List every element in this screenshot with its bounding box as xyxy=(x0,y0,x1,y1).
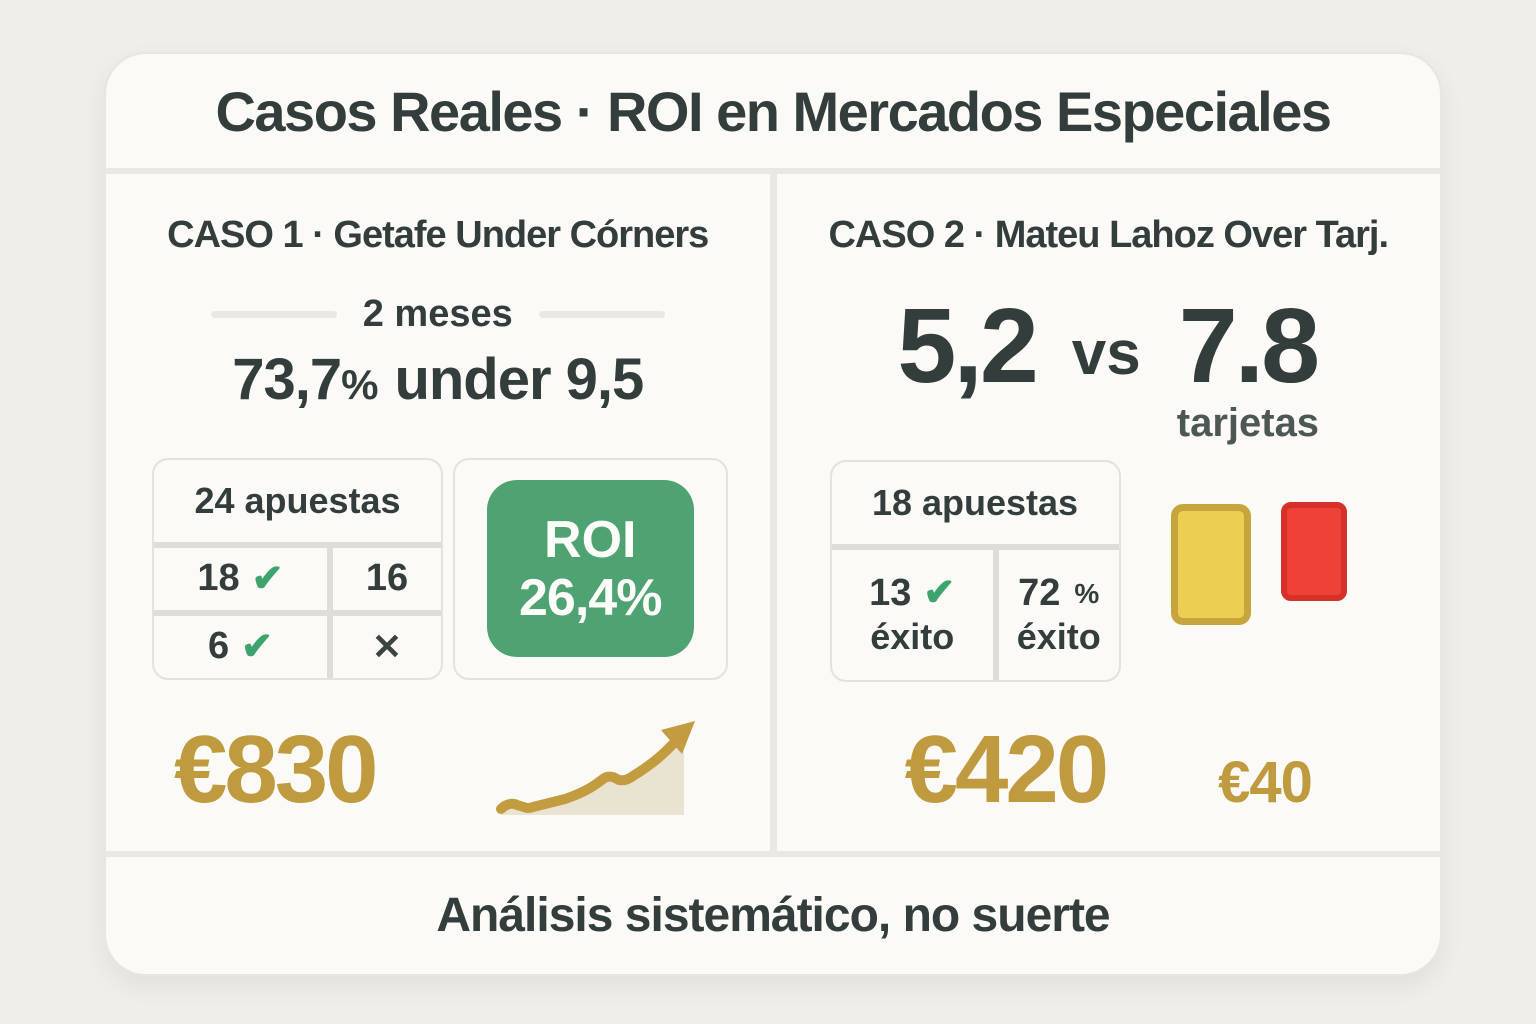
vertical-divider xyxy=(769,174,777,851)
roi-value: 26,4% xyxy=(519,568,662,627)
case1-money-row: €830 xyxy=(174,718,706,823)
case2-panel: CASO 2 · Mateu Lahoz Over Tarj. 5,2 vs 7… xyxy=(777,174,1441,851)
case1-wins-value: 18 xyxy=(197,557,240,600)
title-bar: Casos Reales · ROI en Mercados Especiale… xyxy=(106,54,1440,174)
case2-value-left: 5,2 xyxy=(897,287,1038,405)
case2-right-wrap: 7.8 tarjetas xyxy=(1176,287,1320,446)
case1-stat-rest: under 9,5 xyxy=(394,347,644,412)
case2-wins-value: 13 xyxy=(869,572,912,615)
check-icon: ✔ xyxy=(251,558,284,601)
case2-value-right: 7.8 xyxy=(1178,287,1320,405)
case1-stat: 73,7% under 9,5 xyxy=(106,348,770,412)
case2-profit-secondary: €40 xyxy=(1218,750,1313,815)
case1-cross-cell: ✕ xyxy=(332,615,441,678)
case2-money-row: €420 €40 xyxy=(777,722,1441,818)
case2-rate-label: éxito xyxy=(1016,616,1101,658)
case1-losses-value: 16 xyxy=(365,557,409,600)
case2-rate-percent: % xyxy=(1074,578,1100,610)
case2-rate-line: 72 % xyxy=(1018,572,1099,616)
case2-comparison: 5,2 vs 7.8 tarjetas xyxy=(777,293,1441,446)
case2-vs-label: vs xyxy=(1071,319,1141,388)
case2-rate-cell: 72 % éxito xyxy=(998,550,1119,680)
decorative-line-left xyxy=(210,311,337,318)
case2-rate-value: 72 xyxy=(1018,572,1061,615)
red-card-icon xyxy=(1280,502,1347,601)
case1-table-header: 24 apuestas xyxy=(154,459,441,542)
case1-extra-wins-value: 6 xyxy=(207,625,230,668)
case1-stat-percent: % xyxy=(341,361,379,408)
case2-wins-label: éxito xyxy=(870,616,955,658)
case1-period: 2 meses xyxy=(106,293,770,336)
case1-extra-wins-cell: 6 ✔ xyxy=(154,615,327,678)
footer-text: Análisis sistemático, no suerte xyxy=(436,889,1110,942)
roi-badge: ROI 26,4% xyxy=(486,480,694,658)
case1-heading: CASO 1 · Getafe Under Córners xyxy=(167,214,709,256)
info-card: Casos Reales · ROI en Mercados Especiale… xyxy=(104,52,1442,976)
case2-unit: tarjetas xyxy=(1176,401,1320,445)
referee-cards xyxy=(1170,502,1347,682)
roi-panel: ROI 26,4% xyxy=(453,457,728,680)
case1-stat-value: 73,7 xyxy=(232,347,342,412)
yellow-card-icon xyxy=(1170,504,1251,625)
case2-wins-line: 13 ✔ xyxy=(869,572,955,616)
case2-results-table: 18 apuestas 13 ✔ éxito 72 % éxito xyxy=(829,460,1121,682)
check-icon: ✔ xyxy=(241,626,273,669)
check-icon: ✔ xyxy=(923,572,956,615)
roi-label: ROI xyxy=(544,510,637,569)
growth-chart-icon xyxy=(495,720,695,815)
case1-profit: €830 xyxy=(174,716,379,824)
cross-icon: ✕ xyxy=(371,625,403,667)
footer-bar: Análisis sistemático, no suerte xyxy=(106,851,1440,974)
case1-wins-cell: 18 ✔ xyxy=(154,547,327,610)
case1-results-table: 24 apuestas 18 ✔ 16 6 ✔ ✕ xyxy=(152,457,443,680)
decorative-line-right xyxy=(538,311,665,318)
case1-period-text: 2 meses xyxy=(362,293,513,335)
case1-losses-cell: 16 xyxy=(332,547,441,610)
content-area: CASO 1 · Getafe Under Córners 2 meses 73… xyxy=(106,174,1440,851)
case2-heading: CASO 2 · Mateu Lahoz Over Tarj. xyxy=(828,214,1389,256)
page-title: Casos Reales · ROI en Mercados Especiale… xyxy=(215,79,1332,143)
case2-stats-row: 18 apuestas 13 ✔ éxito 72 % éxito xyxy=(829,460,1441,682)
case2-profit: €420 xyxy=(904,716,1110,823)
case2-wins-cell: 13 ✔ éxito xyxy=(831,550,993,680)
case2-table-header: 18 apuestas xyxy=(831,462,1119,544)
case1-stats-row: 24 apuestas 18 ✔ 16 6 ✔ ✕ xyxy=(152,457,728,680)
case1-panel: CASO 1 · Getafe Under Córners 2 meses 73… xyxy=(106,174,770,851)
